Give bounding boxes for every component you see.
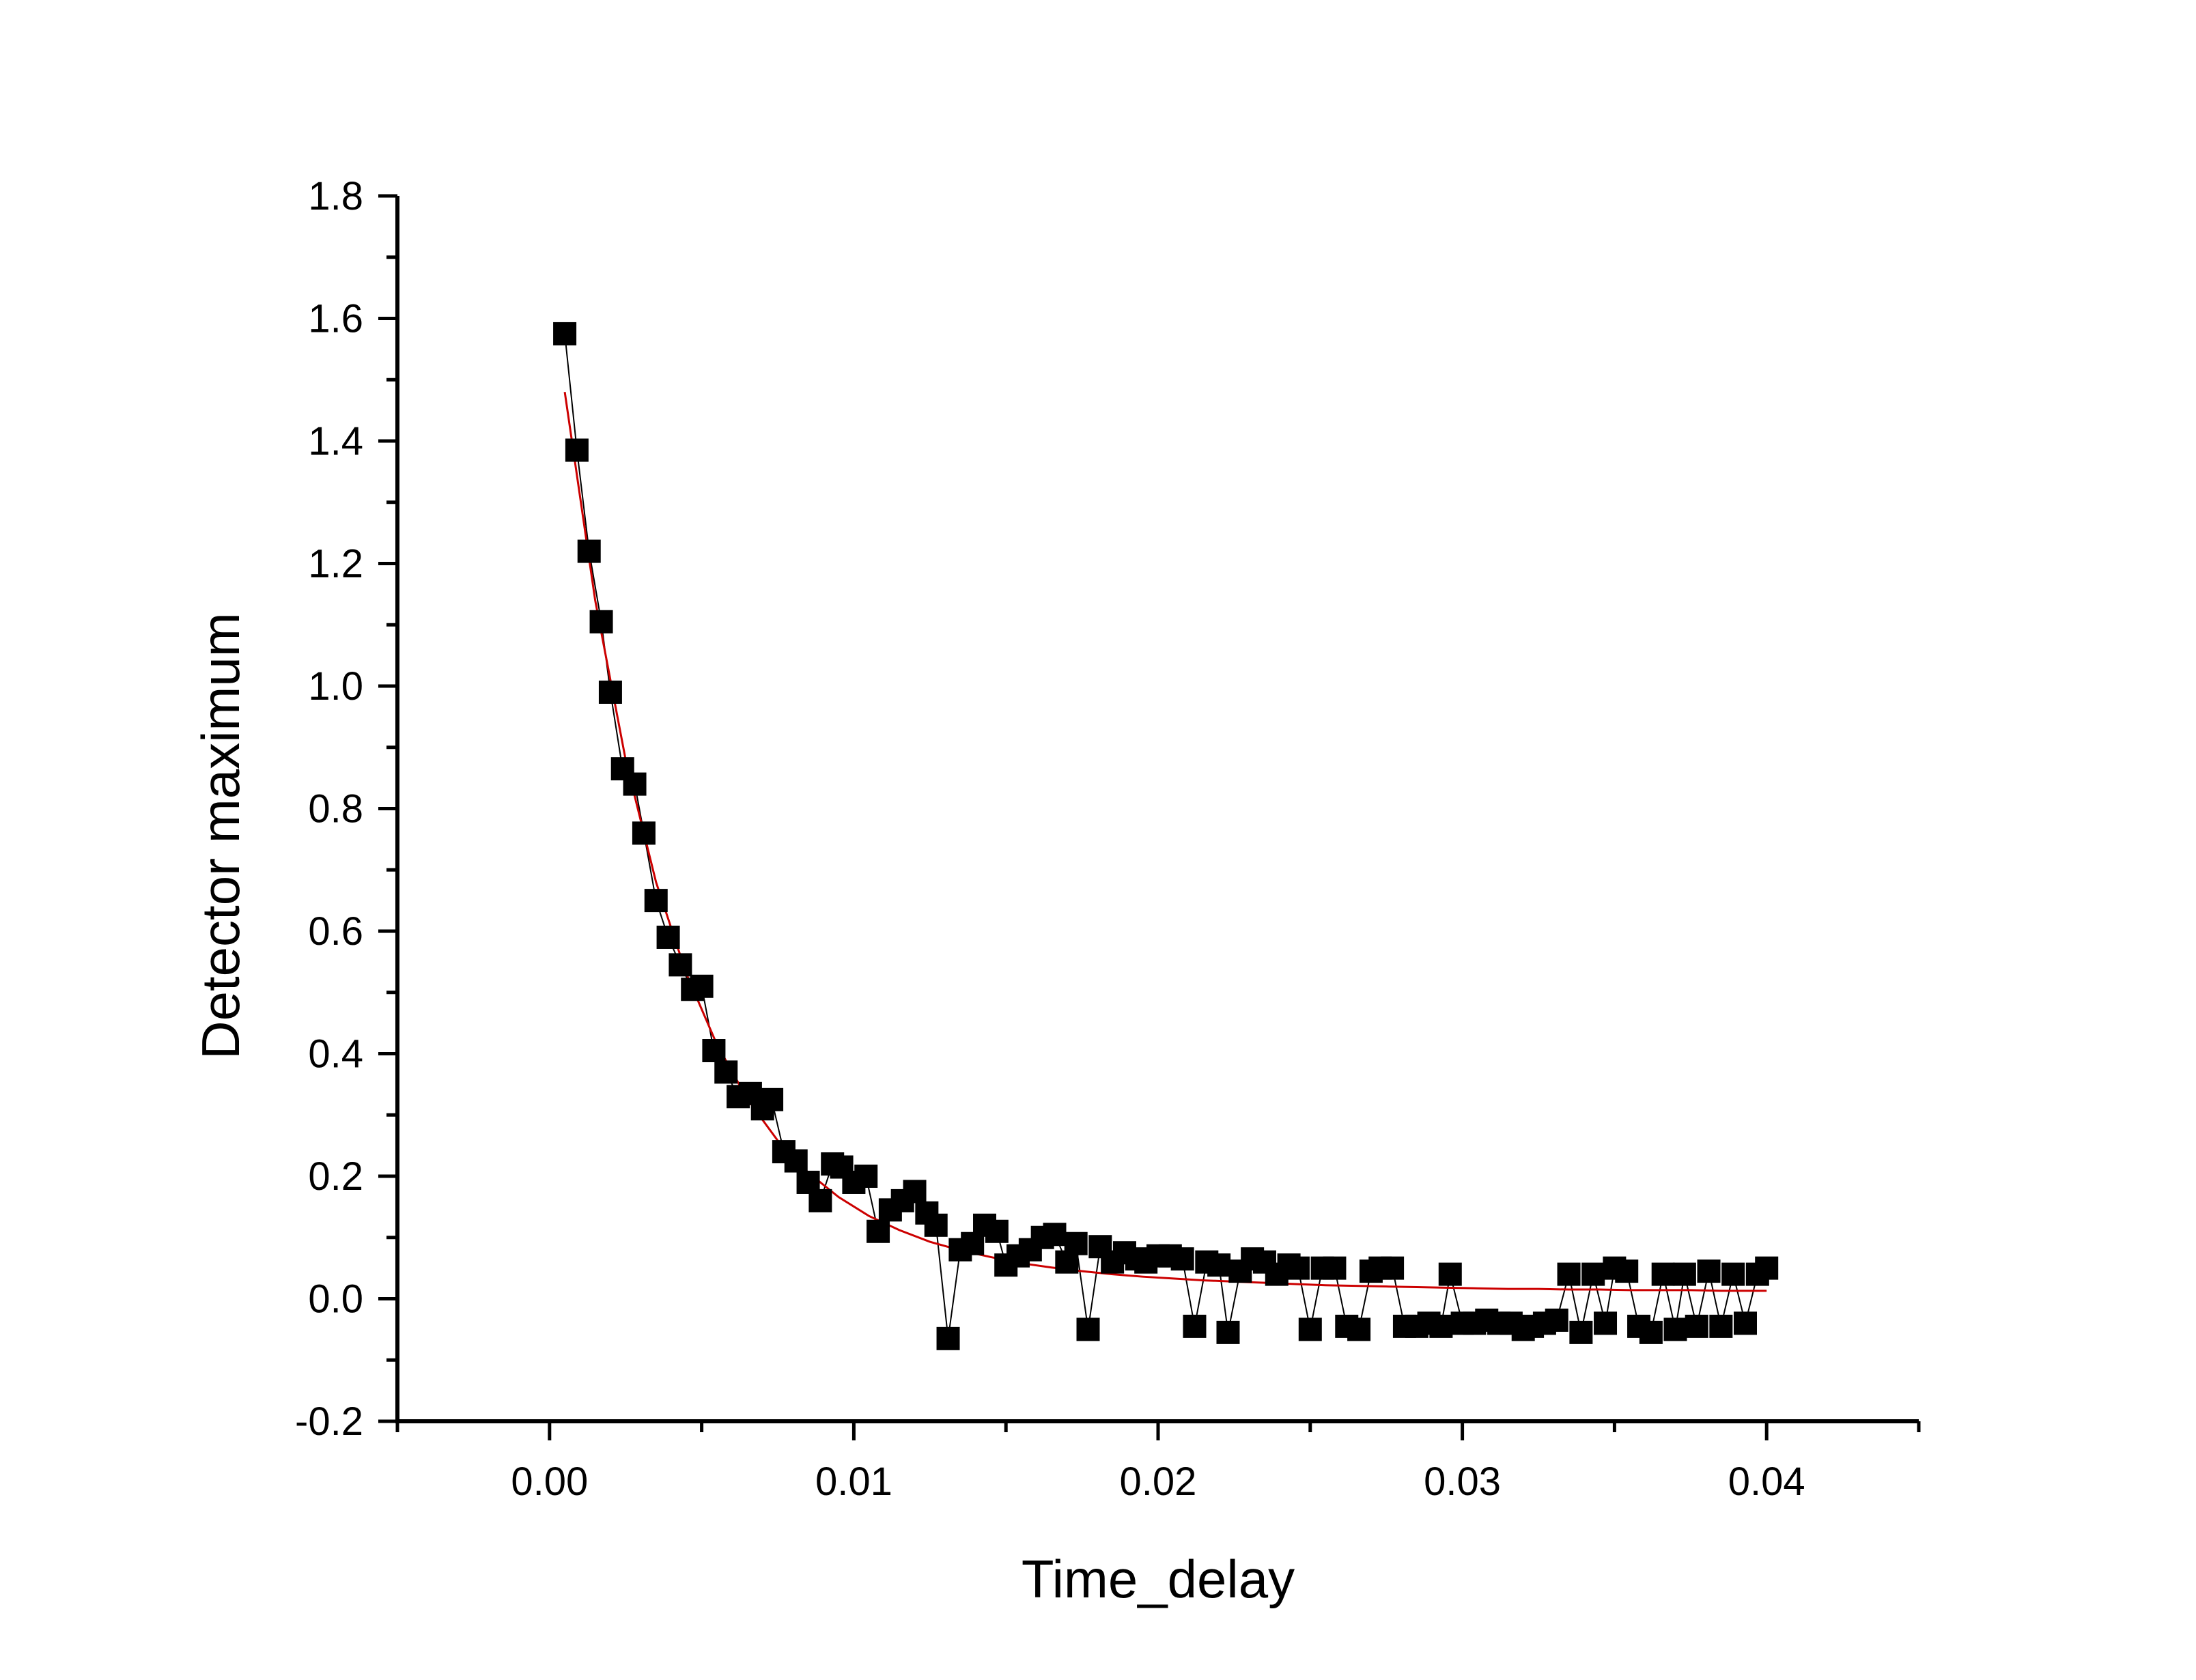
data-connecting-line	[564, 333, 1767, 1339]
y-tick-label: 0.0	[308, 1277, 363, 1322]
data-point	[1685, 1314, 1708, 1338]
data-point	[1429, 1314, 1453, 1338]
x-axis-title: Time_delay	[1022, 1549, 1295, 1609]
data-point	[784, 1149, 808, 1173]
data-point	[1734, 1311, 1758, 1335]
data-point	[1298, 1318, 1322, 1341]
data-point	[1615, 1259, 1639, 1283]
data-point	[1438, 1262, 1462, 1286]
x-tick-label: 0.01	[815, 1460, 892, 1504]
y-tick-label: -0.2	[295, 1399, 363, 1444]
data-point	[1557, 1262, 1581, 1286]
x-ticks: 0.00 0.01 0.02 0.03 0.04	[395, 1421, 1921, 1504]
data-point	[714, 1060, 738, 1084]
data-point	[1043, 1223, 1067, 1247]
data-point	[1170, 1247, 1194, 1271]
data-point	[1216, 1320, 1240, 1344]
y-tick-label: 0.6	[308, 909, 363, 954]
data-point	[565, 438, 589, 462]
data-point	[690, 974, 714, 998]
x-tick-label: 0.02	[1120, 1460, 1197, 1504]
data-point	[1594, 1311, 1618, 1335]
data-point	[553, 322, 577, 345]
data-point	[589, 610, 613, 633]
y-tick-label: 1.2	[308, 542, 363, 586]
x-tick-label: 0.00	[511, 1460, 588, 1504]
y-tick-label: 0.8	[308, 787, 363, 831]
data-point	[702, 1039, 726, 1063]
y-axis-title: Detector maximum	[191, 612, 251, 1059]
data-point	[1721, 1262, 1745, 1286]
data-point	[1755, 1256, 1779, 1280]
data-point	[1381, 1256, 1405, 1280]
data-point	[577, 539, 601, 563]
data-point	[1663, 1318, 1687, 1341]
data-point	[668, 953, 692, 977]
data-point	[1709, 1314, 1733, 1338]
data-point	[1697, 1259, 1721, 1283]
data-point	[1581, 1262, 1605, 1286]
data-point	[1323, 1256, 1347, 1280]
data-point	[808, 1188, 832, 1212]
axes: 0.00 0.01 0.02 0.03 0.04 -0.2 0.0 0.2 0.4 0.6 0.8…	[295, 174, 1921, 1504]
fit-curve	[563, 391, 1767, 1292]
y-tick-label: 1.4	[308, 419, 363, 464]
data-point	[1207, 1253, 1231, 1277]
data-markers	[553, 322, 1779, 1350]
data-point	[632, 821, 656, 845]
data-point	[1064, 1231, 1088, 1255]
x-tick-label: 0.04	[1728, 1460, 1805, 1504]
data-point	[1183, 1314, 1207, 1338]
data-point	[854, 1165, 878, 1188]
data-point	[656, 925, 680, 949]
data-point	[1076, 1318, 1100, 1341]
data-point	[1569, 1320, 1593, 1344]
x-tick-label: 0.03	[1424, 1460, 1501, 1504]
data-point	[1347, 1318, 1371, 1341]
data-point	[644, 889, 668, 913]
data-point	[760, 1087, 784, 1111]
y-tick-label: 1.8	[308, 174, 363, 218]
y-tick-label: 0.2	[308, 1154, 363, 1199]
data-point	[1545, 1308, 1568, 1332]
y-tick-label: 1.6	[308, 297, 363, 341]
data-point	[867, 1219, 890, 1243]
y-tick-label: 0.4	[308, 1032, 363, 1077]
data-point	[1286, 1256, 1310, 1280]
data-point	[1672, 1262, 1696, 1286]
y-ticks: -0.2 0.0 0.2 0.4 0.6 0.8 1.0 1.2 1.4 1.6 1.8	[295, 174, 397, 1444]
data-point	[924, 1213, 948, 1237]
data-point	[903, 1180, 927, 1204]
data-point	[985, 1219, 1009, 1243]
data-point	[1651, 1262, 1675, 1286]
data-point	[598, 680, 622, 704]
data-point	[936, 1326, 960, 1350]
data-point	[1639, 1320, 1663, 1344]
data-point	[623, 772, 647, 796]
y-tick-label: 1.0	[308, 664, 363, 709]
plot-area	[553, 322, 1779, 1350]
